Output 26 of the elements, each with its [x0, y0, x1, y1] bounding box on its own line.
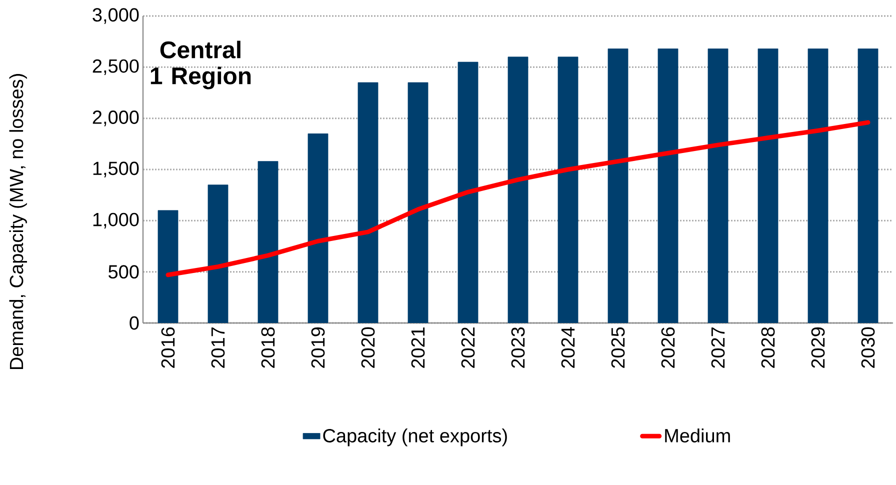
x-tick-label: 2016: [161, 327, 175, 368]
x-tick-label: 2020: [361, 327, 375, 368]
y-tick-label: 500: [108, 265, 139, 279]
x-tick-label: 2023: [511, 327, 525, 368]
y-tick-label: 0: [130, 316, 139, 330]
x-tick-label: 2028: [761, 327, 775, 368]
x-tick-label: 2027: [711, 327, 725, 368]
legend-label: Medium: [665, 428, 730, 442]
legend-label: Capacity (net exports): [323, 428, 507, 446]
y-tick-label: 2,000: [92, 110, 139, 126]
x-tick-label: 2021: [411, 327, 425, 368]
y-tick-label: 2,500: [92, 59, 139, 76]
x-tick-label: 2019: [311, 327, 325, 368]
x-tick-label: 2024: [561, 327, 575, 368]
x-tick-label: 2026: [661, 327, 675, 368]
x-tick-label: 2017: [211, 327, 225, 368]
y-tick-label: 1,500: [93, 162, 139, 178]
y-tick-label: 1,000: [93, 212, 139, 229]
x-tick-label: 2029: [811, 327, 825, 368]
x-tick-label: 2018: [261, 327, 275, 368]
y-axis-title: Demand, Capacity (MW, no losses): [9, 74, 27, 370]
text: Central 1 Region: [150, 40, 251, 90]
y-tick-label: 3,000: [92, 8, 139, 24]
x-tick-label: 2030: [861, 327, 875, 368]
x-tick-label: 2022: [461, 327, 475, 368]
x-tick-label: 2025: [611, 327, 625, 368]
